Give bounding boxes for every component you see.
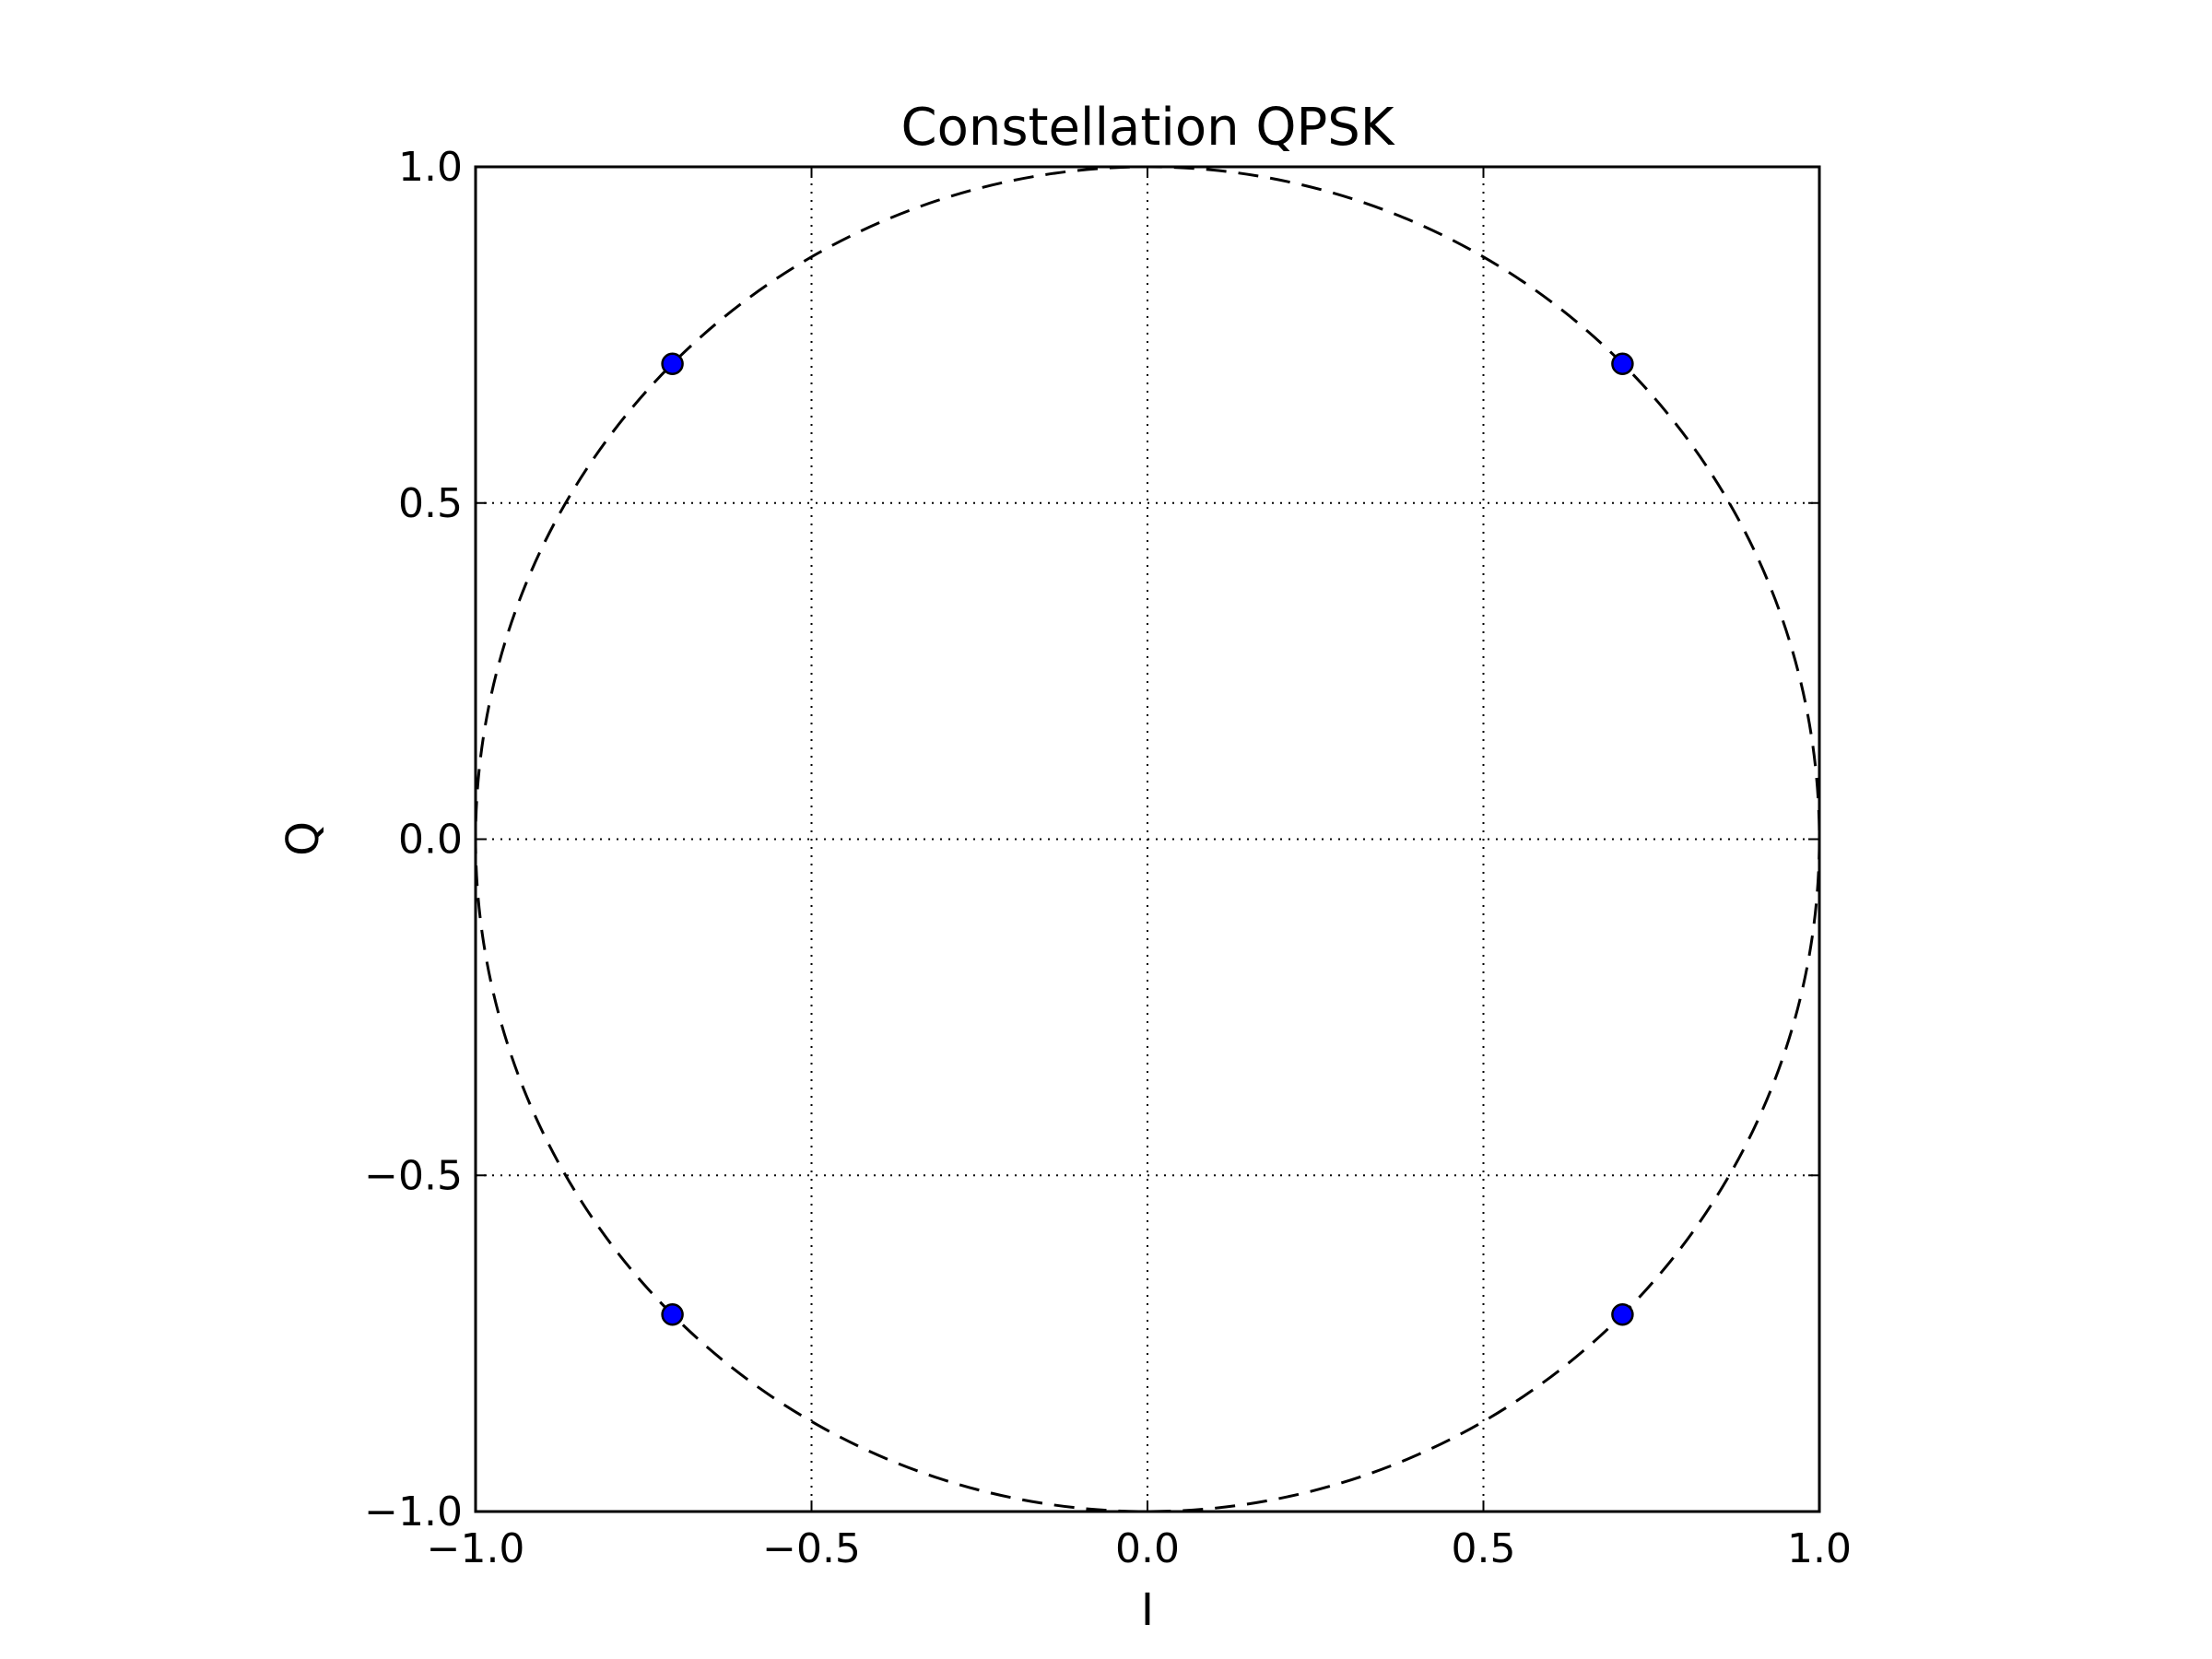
grid-lines — [476, 167, 1819, 1512]
y-tick-label: −0.5 — [364, 1152, 463, 1199]
constellation-point — [1611, 352, 1634, 375]
x-tick-label: 0.0 — [1115, 1525, 1180, 1572]
constellation-point — [661, 1303, 684, 1326]
y-tick-labels: −1.0 −0.5 0.0 0.5 1.0 — [364, 144, 463, 1535]
x-tick-label: 0.5 — [1452, 1525, 1516, 1572]
x-tick-labels: −1.0 −0.5 0.0 0.5 1.0 — [427, 1525, 1852, 1572]
y-tick-label: 0.0 — [398, 817, 463, 864]
chart-title: Constellation QPSK — [900, 98, 1394, 158]
x-tick-label: −1.0 — [427, 1525, 525, 1572]
y-axis-label: Q — [277, 821, 329, 856]
y-tick-label: 0.5 — [398, 480, 463, 527]
plot-frame — [474, 165, 1821, 1513]
y-tick-label: 1.0 — [398, 144, 463, 191]
y-tick-label: −1.0 — [364, 1488, 463, 1535]
x-axis-label: I — [1141, 1584, 1154, 1636]
x-tick-label: −0.5 — [762, 1525, 861, 1572]
constellation-points — [661, 352, 1634, 1326]
x-tick-label: 1.0 — [1787, 1525, 1852, 1572]
constellation-point — [661, 352, 684, 375]
constellation-point — [1611, 1303, 1634, 1326]
